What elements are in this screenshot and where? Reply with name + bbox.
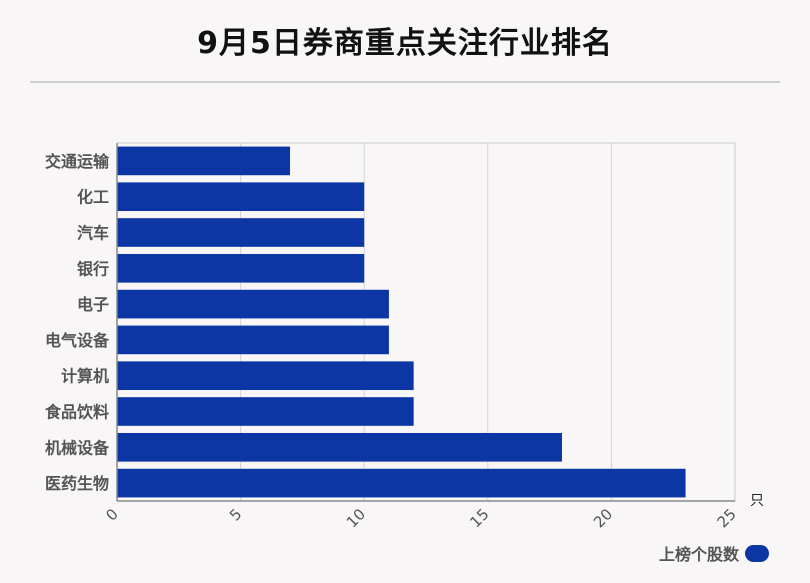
category-label: 计算机 (61, 367, 109, 386)
bar-6 (117, 361, 414, 391)
category-label: 交通运输 (45, 152, 110, 171)
legend-swatch (745, 544, 769, 562)
bar-3 (117, 253, 365, 283)
x-tick-label: 10 (343, 505, 369, 531)
bar-7 (117, 397, 414, 426)
bars (117, 146, 686, 498)
legend-label: 上榜个股数 (658, 545, 739, 564)
bar-5 (117, 325, 389, 355)
bar-2 (117, 218, 365, 247)
category-label: 汽车 (77, 224, 109, 243)
legend: 上榜个股数 (659, 541, 769, 565)
category-label: 电气设备 (45, 331, 110, 350)
bar-8 (117, 432, 562, 462)
x-tick-label: 25 (714, 505, 740, 531)
bar-0 (117, 146, 291, 176)
category-label: 银行 (77, 259, 109, 278)
x-tick-label: 5 (226, 505, 245, 524)
category-label: 电子 (77, 295, 109, 314)
category-label: 食品饮料 (44, 403, 109, 422)
x-tick-label: 0 (102, 505, 121, 524)
bar-9 (117, 468, 686, 498)
category-label: 机械设备 (45, 438, 110, 457)
category-label: 化工 (77, 188, 109, 207)
bar-4 (117, 289, 389, 319)
x-unit-label: 只 (750, 493, 764, 509)
x-tick-label: 15 (466, 505, 492, 531)
title-divider (30, 81, 780, 83)
category-label: 医药生物 (45, 474, 109, 493)
x-tick-label: 20 (590, 505, 616, 531)
chart-title: 9月5日券商重点关注行业排名 (197, 26, 613, 61)
bar-1 (117, 182, 365, 212)
axes (116, 143, 735, 502)
